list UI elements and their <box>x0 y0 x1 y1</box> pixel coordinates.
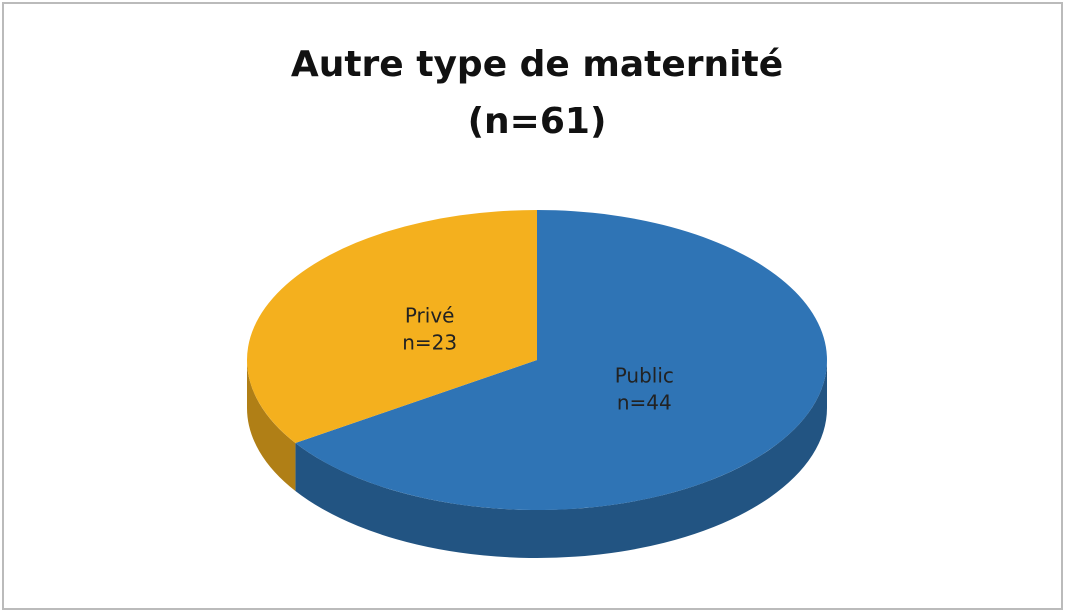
chart-subtitle: (n=61) <box>468 101 607 142</box>
slice-side <box>295 360 828 558</box>
slice <box>295 210 827 511</box>
slice-side <box>247 360 296 491</box>
slice <box>247 210 538 443</box>
data-label-name: Privé <box>405 304 455 328</box>
chart-title: Autre type de maternité <box>291 44 783 85</box>
data-label: n=23 <box>402 331 457 355</box>
data-label-name: Public <box>615 363 674 387</box>
data-label: n=44 <box>617 390 672 414</box>
